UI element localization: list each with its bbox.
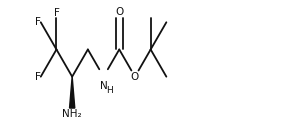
Text: F: F <box>54 8 59 18</box>
Polygon shape <box>69 77 75 108</box>
Text: F: F <box>35 17 41 27</box>
Text: H: H <box>106 86 113 95</box>
Text: O: O <box>115 7 123 17</box>
Text: O: O <box>131 72 139 82</box>
Text: N: N <box>100 81 107 91</box>
Text: F: F <box>35 72 41 82</box>
Text: NH₂: NH₂ <box>62 109 82 119</box>
